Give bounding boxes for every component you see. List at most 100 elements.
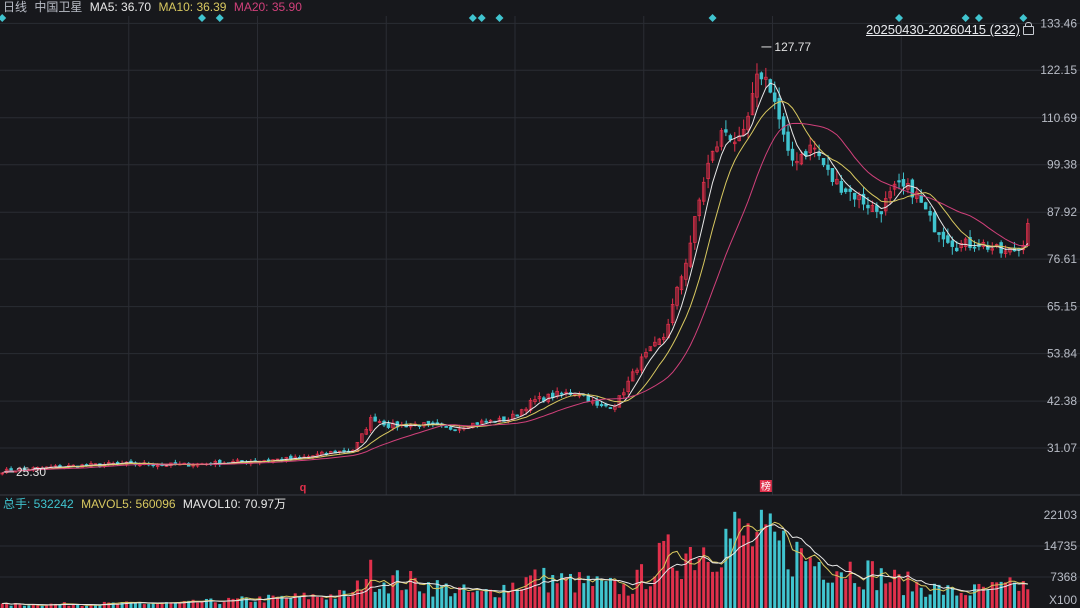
volume-bar — [271, 595, 275, 608]
candle-body — [972, 246, 977, 249]
mavol10-line — [2, 524, 1028, 606]
candle-body — [115, 462, 120, 464]
candle-body — [595, 399, 599, 406]
volume-bar — [160, 602, 164, 608]
volume-bar — [360, 590, 364, 608]
volume-bar — [18, 604, 22, 608]
volume-bar — [147, 603, 151, 608]
price-tick-label: 76.61 — [1047, 252, 1077, 266]
event-marker-diamond — [477, 14, 486, 22]
volume-bar — [1004, 582, 1008, 608]
volume-bar — [320, 597, 324, 608]
volume-tick-label: 7368 — [1050, 570, 1077, 584]
candle-body — [901, 179, 906, 187]
candle-body — [368, 417, 373, 431]
volume-bar — [688, 546, 692, 608]
volume-bar — [573, 592, 577, 608]
volume-bar — [946, 585, 950, 608]
candle-body — [635, 369, 639, 373]
volume-bar — [53, 603, 58, 608]
stock-name: 中国卫星 — [34, 0, 83, 14]
price-tick-label: 99.38 — [1047, 158, 1077, 172]
event-markers[interactable] — [0, 14, 1080, 22]
volume-bar — [915, 582, 919, 608]
candle-body — [857, 194, 861, 201]
candle-body — [844, 188, 848, 193]
candle-body — [701, 181, 706, 202]
event-marker-diamond — [708, 14, 717, 22]
candle-body — [733, 141, 737, 145]
price-tick-label: 122.15 — [1040, 63, 1077, 77]
candle-body — [795, 161, 799, 164]
candle-body — [444, 426, 448, 428]
volume-bar — [480, 591, 484, 608]
candle-body — [386, 423, 391, 428]
volume-bar — [342, 590, 346, 608]
date-range-selector[interactable]: 20250430-20260415 (232) — [866, 22, 1034, 37]
volume-bar — [901, 595, 905, 608]
volume-bar — [853, 583, 857, 608]
event-marker-diamond — [495, 14, 504, 22]
volume-bar — [506, 591, 510, 608]
lock-icon[interactable] — [1023, 22, 1034, 35]
volume-bar — [89, 604, 93, 608]
volume-bar — [653, 576, 657, 608]
volume-bar — [324, 599, 328, 608]
volume-bar — [702, 547, 706, 608]
candle-body — [475, 422, 479, 425]
event-marker-diamond — [974, 14, 983, 22]
volume-bar — [515, 589, 519, 608]
volume-bar — [972, 584, 977, 608]
volume-bar — [529, 575, 533, 608]
volume-bar — [737, 518, 741, 608]
volume-bar — [253, 601, 257, 608]
volume-bar — [813, 566, 817, 608]
candle-body — [644, 351, 648, 358]
candle-body — [342, 450, 346, 453]
high-price-label: 127.77 — [774, 40, 811, 54]
candle-body — [1003, 250, 1008, 254]
candle-body — [923, 202, 928, 210]
candle-body — [812, 147, 817, 150]
volume-bar — [968, 595, 972, 608]
candle-body — [724, 129, 728, 133]
event-marker-diamond — [198, 14, 207, 22]
candle-body — [129, 460, 133, 463]
volume-bar — [568, 573, 573, 608]
volume-bar — [906, 571, 910, 608]
volume-bar — [76, 604, 80, 608]
candle-body — [484, 420, 488, 423]
volume-bar — [773, 531, 777, 608]
volume-bar — [369, 559, 373, 608]
volume-bar — [85, 605, 89, 608]
candle-body — [22, 467, 27, 470]
volume-bar — [178, 601, 182, 608]
volume-bar — [62, 602, 66, 608]
event-marker-diamond — [215, 14, 224, 22]
volume-bar — [622, 584, 626, 608]
candle-body — [883, 198, 888, 212]
candle-body — [537, 396, 542, 400]
price-tick-label: 133.46 — [1040, 16, 1077, 30]
event-marker-diamond — [468, 14, 477, 22]
volume-bar — [928, 594, 932, 608]
volume-bar — [950, 587, 954, 608]
volume-bar — [875, 590, 879, 608]
volume-bar — [888, 582, 892, 608]
volume-bar — [133, 602, 137, 608]
volume-bar — [582, 583, 586, 608]
volume-bar — [742, 535, 746, 608]
volume-bar — [204, 598, 208, 608]
volume-bar — [795, 541, 799, 608]
volume-bar — [724, 528, 728, 608]
volume-bar — [835, 571, 839, 608]
volume-bar — [613, 579, 617, 608]
period-label: 日线 — [3, 0, 28, 14]
volume-bar — [866, 560, 870, 608]
volume-bar — [648, 586, 652, 608]
volume-bar — [484, 589, 488, 608]
volume-bar — [9, 605, 13, 608]
candle-body — [821, 158, 826, 166]
event-marker-diamond — [961, 14, 970, 22]
